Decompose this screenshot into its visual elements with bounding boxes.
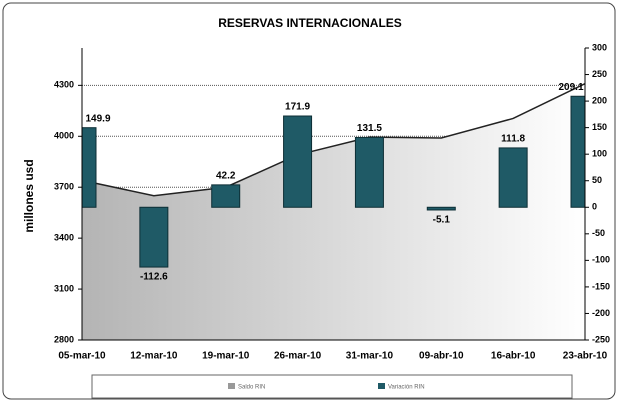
y2-tick-label: -250 <box>592 334 610 344</box>
y-tick-label: 2800 <box>54 334 74 344</box>
y2-tick-label: -50 <box>592 228 605 238</box>
bar <box>211 184 241 208</box>
y2-tick-label: 300 <box>592 42 607 52</box>
legend-label: Variación RIN <box>388 385 425 391</box>
x-tick-label: 19-mar-10 <box>202 351 250 362</box>
x-tick-label: 26-mar-10 <box>274 351 322 362</box>
bar <box>139 206 169 268</box>
bar <box>82 127 97 208</box>
y2-tick-label: -150 <box>592 281 610 291</box>
y2-tick-label: -100 <box>592 255 610 265</box>
x-tick-label: 16-abr-10 <box>491 351 536 362</box>
bar <box>570 95 585 208</box>
y2-tick-label: 200 <box>592 95 607 105</box>
y2-tick-label: 250 <box>592 69 607 79</box>
data-label: 149.9 <box>85 113 110 124</box>
data-label: -112.6 <box>140 272 168 283</box>
bar <box>354 136 384 208</box>
data-label: 131.5 <box>357 123 382 134</box>
y-tick-label: 4300 <box>54 80 74 90</box>
bar <box>426 206 456 211</box>
x-tick-label: 05-mar-10 <box>58 351 106 362</box>
y-tick-label: 3400 <box>54 233 74 243</box>
y-tick-label: 3100 <box>54 283 74 293</box>
plot <box>82 82 585 340</box>
y2-tick-label: 50 <box>592 175 602 185</box>
bar <box>283 115 313 208</box>
x-tick-label: 12-mar-10 <box>130 351 178 362</box>
legend-label: Saldo RIN <box>238 385 265 391</box>
y2-tick-label: -200 <box>592 308 610 318</box>
data-label: 209.1 <box>558 82 583 93</box>
y-tick-label: 4000 <box>54 131 74 141</box>
x-tick-label: 23-abr-10 <box>563 351 608 362</box>
area <box>82 83 585 340</box>
data-label: 42.2 <box>216 171 236 182</box>
bar <box>498 147 528 208</box>
line <box>82 82 585 197</box>
x-tick-label: 09-abr-10 <box>419 351 464 362</box>
y2-tick-label: 150 <box>592 122 607 132</box>
data-label: -5.1 <box>433 215 451 226</box>
legend <box>91 374 573 399</box>
chart-title: RESERVAS INTERNACIONALES <box>218 16 402 30</box>
legend-swatch <box>378 383 385 389</box>
x-tick-label: 31-mar-10 <box>346 351 394 362</box>
y-axis-label: millones usd <box>22 159 36 232</box>
data-label: 171.9 <box>285 102 310 113</box>
y-tick-label: 3700 <box>54 182 74 192</box>
data-label: 111.8 <box>501 134 525 145</box>
y2-tick-label: 100 <box>592 149 607 159</box>
legend-swatch <box>228 383 235 389</box>
y2-tick-label: 0 <box>592 202 597 212</box>
